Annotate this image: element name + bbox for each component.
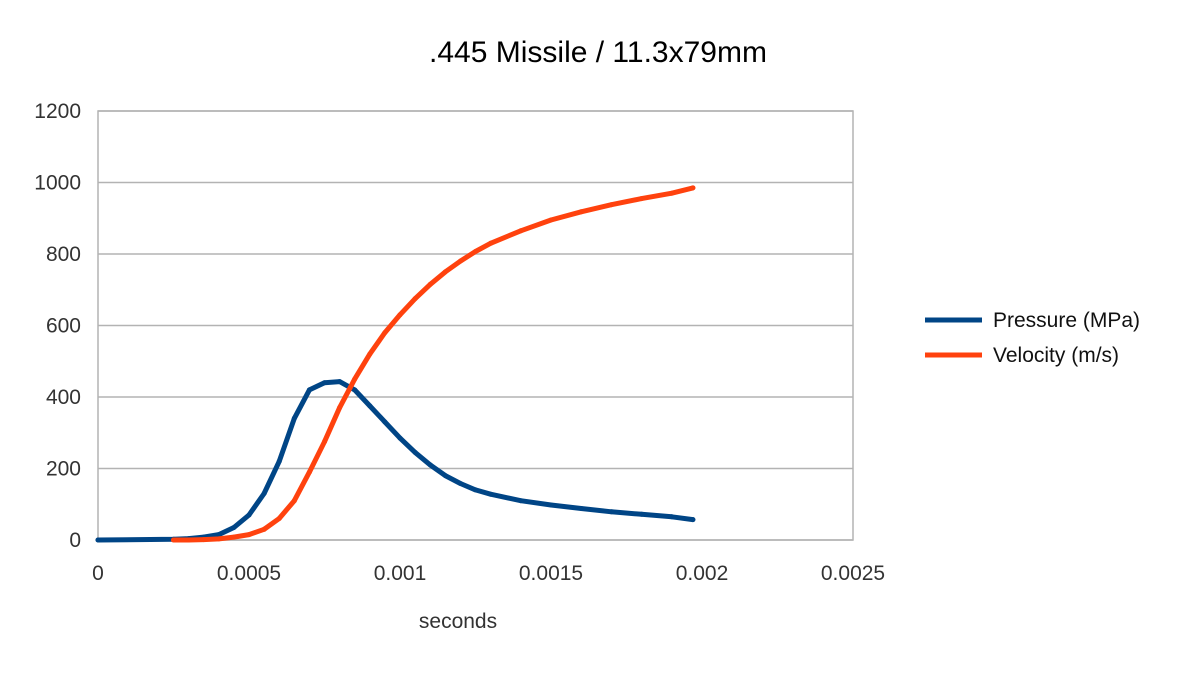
x-tick-label: 0.0005 [217, 562, 281, 585]
data-point [231, 534, 237, 540]
data-point [367, 351, 373, 357]
data-point [216, 532, 222, 538]
data-point [488, 240, 494, 246]
data-point [291, 415, 297, 421]
x-tick-label: 0.002 [676, 562, 729, 585]
y-tick-label: 600 [46, 315, 81, 338]
data-point [186, 537, 192, 543]
data-point [669, 190, 675, 196]
data-point [306, 469, 312, 475]
series-line [171, 185, 696, 543]
data-point [608, 202, 614, 208]
data-point [690, 517, 696, 523]
data-point [427, 281, 433, 287]
data-point [231, 525, 237, 530]
data-point [473, 487, 478, 493]
gridlines [98, 110, 853, 541]
data-point [457, 258, 463, 264]
data-point [412, 449, 418, 455]
data-point [639, 511, 645, 517]
data-point [397, 435, 403, 441]
data-point [216, 536, 222, 542]
data-point [322, 439, 327, 445]
data-point [488, 491, 494, 497]
data-point [608, 509, 614, 515]
y-tick-label: 800 [46, 243, 81, 266]
data-point [261, 526, 267, 532]
data-point [382, 330, 388, 336]
x-tick-label: 0 [92, 562, 104, 585]
data-point [412, 296, 418, 302]
x-tick-label: 0.0025 [821, 562, 885, 585]
plot-area-frame [97, 110, 854, 541]
data-point [397, 312, 403, 318]
data-point [690, 185, 696, 191]
data-point [442, 473, 448, 479]
data-point [171, 537, 176, 543]
data-point [669, 514, 675, 520]
data-point [457, 481, 463, 486]
series-line [95, 379, 696, 543]
x-tick-label: 0.001 [374, 562, 427, 585]
data-point [276, 516, 282, 521]
data-point [201, 537, 207, 543]
data-point [639, 196, 645, 202]
data-point [548, 502, 554, 508]
data-point [518, 228, 524, 234]
legend: Pressure (MPa) Velocity (m/s) [925, 309, 1140, 367]
y-tick-label: 400 [46, 386, 81, 409]
legend-label-velocity: Velocity (m/s) [993, 344, 1119, 367]
data-point [337, 405, 343, 411]
data-point [291, 498, 297, 504]
series-pressure [95, 379, 696, 543]
legend-label-pressure: Pressure (MPa) [993, 309, 1140, 332]
data-point [246, 512, 252, 518]
data-point [322, 380, 327, 386]
y-tick-label: 200 [46, 458, 81, 481]
series-velocity [171, 185, 696, 543]
data-point [548, 217, 554, 223]
data-point [367, 403, 373, 409]
data-point [352, 387, 358, 393]
data-point [442, 269, 448, 275]
data-point [306, 387, 312, 393]
y-tick-label: 0 [69, 529, 81, 552]
x-tick-label: 0.0015 [519, 562, 583, 585]
data-point [276, 458, 282, 464]
data-point [518, 498, 524, 504]
series-lines [95, 185, 696, 543]
y-tick-label: 1000 [34, 172, 81, 195]
data-point [246, 532, 252, 538]
chart-title: .445 Missile / 11.3x79mm [429, 36, 767, 69]
data-point [352, 376, 358, 382]
y-axis-ticks: 0 200 400 600 800 1000 1200 [34, 100, 81, 552]
data-point [578, 506, 584, 511]
data-point [578, 209, 584, 215]
x-axis-ticks: 0 0.0005 0.001 0.0015 0.002 0.0025 [92, 562, 885, 585]
data-point [95, 537, 101, 543]
data-point [473, 249, 478, 254]
data-point [261, 491, 267, 496]
data-point [382, 419, 388, 425]
data-point [427, 462, 433, 468]
data-point [337, 379, 343, 385]
x-axis-label: seconds [419, 610, 497, 633]
y-tick-label: 1200 [34, 100, 81, 123]
